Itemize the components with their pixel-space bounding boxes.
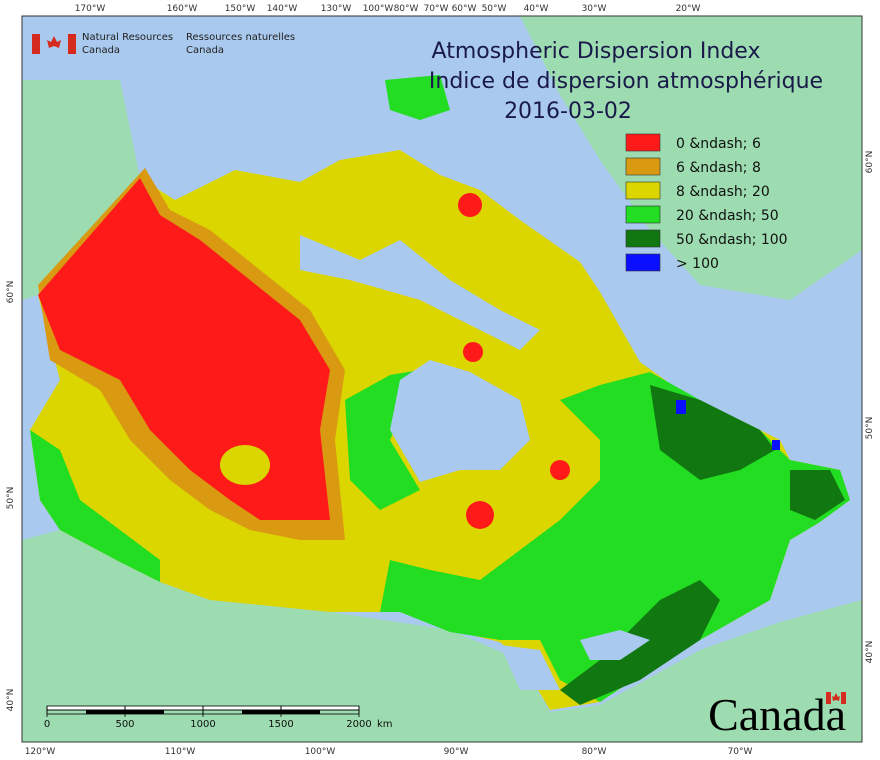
flag-leaf [47, 36, 61, 48]
scale-segment [125, 710, 164, 714]
top-lon-label: 130°W [321, 4, 352, 14]
legend: 0 &ndash; 6 6 &ndash; 8 8 &ndash; 20 20 &nd… [625, 133, 788, 272]
top-lon-label: 160°W [167, 4, 198, 14]
wordmark-flag-bar [826, 692, 831, 704]
scale-label: 500 [115, 719, 134, 730]
legend-swatch [625, 253, 661, 272]
legend-label: 20 &ndash; 50 [676, 208, 779, 224]
top-lon-label: 60°W [452, 4, 477, 14]
scale-bar: 0 500 1000 1500 2000 km [44, 705, 393, 730]
scale-segment [281, 710, 320, 714]
top-lon-label: 30°W [582, 4, 607, 14]
legend-swatch [625, 205, 661, 224]
legend-label: > 100 [676, 256, 719, 272]
yellow-patch [220, 445, 270, 485]
united-states [22, 530, 862, 742]
red-region [38, 178, 330, 520]
agency-en: Natural Resources [82, 32, 173, 43]
bottom-lon-label: 120°W [25, 747, 56, 757]
scale-segment [280, 705, 360, 711]
legend-label: 8 &ndash; 20 [676, 184, 770, 200]
agency-fr: Canada [186, 45, 224, 56]
red-spot [550, 460, 570, 480]
alaska [22, 80, 140, 300]
right-lat-label: 60°N [865, 151, 875, 174]
red-spot [463, 342, 483, 362]
great-lake [580, 630, 650, 660]
top-lon-label: 40°W [524, 4, 549, 14]
scale-segment [124, 705, 204, 711]
great-lake [500, 645, 560, 690]
hudson-bay [390, 360, 530, 482]
legend-swatch [625, 229, 661, 248]
agency-en: Canada [82, 45, 120, 56]
greenland [520, 16, 862, 300]
left-lat-label: 50°N [6, 487, 16, 510]
scale-label: 1000 [190, 719, 215, 730]
legend-swatch [625, 157, 661, 176]
top-lon-label: 80°W [394, 4, 419, 14]
bottom-lon-label: 100°W [305, 747, 336, 757]
bottom-lon-label: 70°W [728, 747, 753, 757]
top-lon-label: 170°W [75, 4, 106, 14]
red-spot [458, 193, 482, 217]
top-lon-label: 50°W [482, 4, 507, 14]
legend-label: 50 &ndash; 100 [676, 232, 788, 248]
bottom-lon-label: 80°W [582, 747, 607, 757]
flag-bar [68, 34, 76, 54]
bottom-lon-label: 110°W [165, 747, 196, 757]
agency-fr: Ressources naturelles [186, 32, 295, 43]
scale-label: 0 [44, 719, 50, 730]
scale-segment [86, 710, 125, 714]
legend-label: 0 &ndash; 6 [676, 136, 761, 152]
legend-swatch [625, 181, 661, 200]
blue-area [772, 440, 780, 450]
bottom-lon-label: 90°W [444, 747, 469, 757]
left-lat-label: 60°N [6, 281, 16, 304]
agency-block: Natural Resources Canada Ressources natu… [32, 32, 295, 56]
wordmark-flag-leaf [832, 693, 840, 701]
legend-swatch [625, 133, 661, 152]
map-frame [21, 15, 863, 743]
green-west-coast [30, 430, 160, 582]
right-lat-label: 40°N [865, 641, 875, 664]
scale-unit: km [377, 719, 393, 730]
wordmark-text: Canada [708, 689, 846, 740]
red-spot [466, 501, 494, 529]
wordmark: Canada [708, 689, 846, 740]
arctic-channel [300, 235, 540, 350]
top-lon-label: 70°W [424, 4, 449, 14]
scale-label: 2000 [346, 719, 371, 730]
green-island [385, 75, 450, 120]
top-lon-label: 100°W [363, 4, 394, 14]
dark-green-newfoundland [790, 470, 845, 520]
top-lon-label: 150°W [225, 4, 256, 14]
map-body [22, 16, 862, 742]
scale-label: 1500 [268, 719, 293, 730]
right-lat-label: 50°N [865, 417, 875, 440]
graticule-labels: 170°W 160°W 150°W 140°W 130°W 100°W 80°W 70°W 60… [6, 4, 875, 757]
legend-label: 6 &ndash; 8 [676, 160, 761, 176]
scale-segment [46, 705, 126, 711]
scale-segment [242, 710, 281, 714]
title-en: Atmospheric Dispersion Index [432, 39, 761, 64]
wordmark-flag-bar [841, 692, 846, 704]
top-lon-label: 140°W [267, 4, 298, 14]
flag-bar [32, 34, 40, 54]
top-lon-label: 20°W [676, 4, 701, 14]
title-date: 2016-03-02 [504, 99, 632, 124]
title-fr: Indice de dispersion atmosphérique [429, 69, 823, 94]
scale-segment [202, 705, 282, 711]
blue-area [676, 400, 686, 414]
left-lat-label: 40°N [6, 689, 16, 712]
